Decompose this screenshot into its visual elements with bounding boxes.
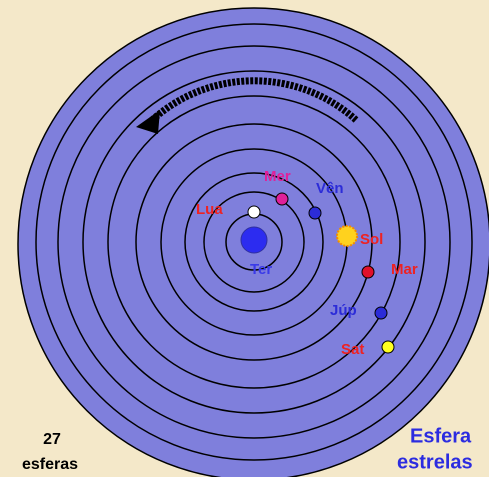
label-mercury: Mer (264, 168, 291, 185)
sphere-ring (57, 45, 451, 439)
saturn (381, 340, 395, 354)
star-sphere-line2: estrelas (397, 451, 473, 473)
label-sun: Sol (360, 231, 383, 248)
sphere-count: 27 (43, 431, 61, 448)
mercury (275, 192, 289, 206)
sphere-ring (82, 70, 426, 414)
label-earth: Ter (250, 261, 272, 278)
venus (308, 206, 322, 220)
sun (336, 225, 358, 247)
moon (247, 205, 261, 219)
arrow-head (136, 110, 160, 134)
sphere-ring (35, 23, 473, 461)
jupiter (374, 306, 388, 320)
label-mars: Mar (391, 261, 418, 278)
sphere-ring (135, 123, 373, 361)
label-venus: Vên (316, 180, 344, 197)
label-saturn: Sat (341, 341, 364, 358)
sphere-ring (107, 95, 401, 389)
label-jupiter: Júp (330, 302, 357, 319)
sphere-ring (203, 191, 305, 293)
label-moon: Lua (196, 201, 223, 218)
star-sphere-line1: Esfera (410, 425, 472, 447)
sphere-count-label: esferas (22, 456, 78, 473)
rotation-arrow (147, 77, 359, 125)
sphere-ring (184, 172, 324, 312)
earth (240, 226, 268, 254)
mars (361, 265, 375, 279)
